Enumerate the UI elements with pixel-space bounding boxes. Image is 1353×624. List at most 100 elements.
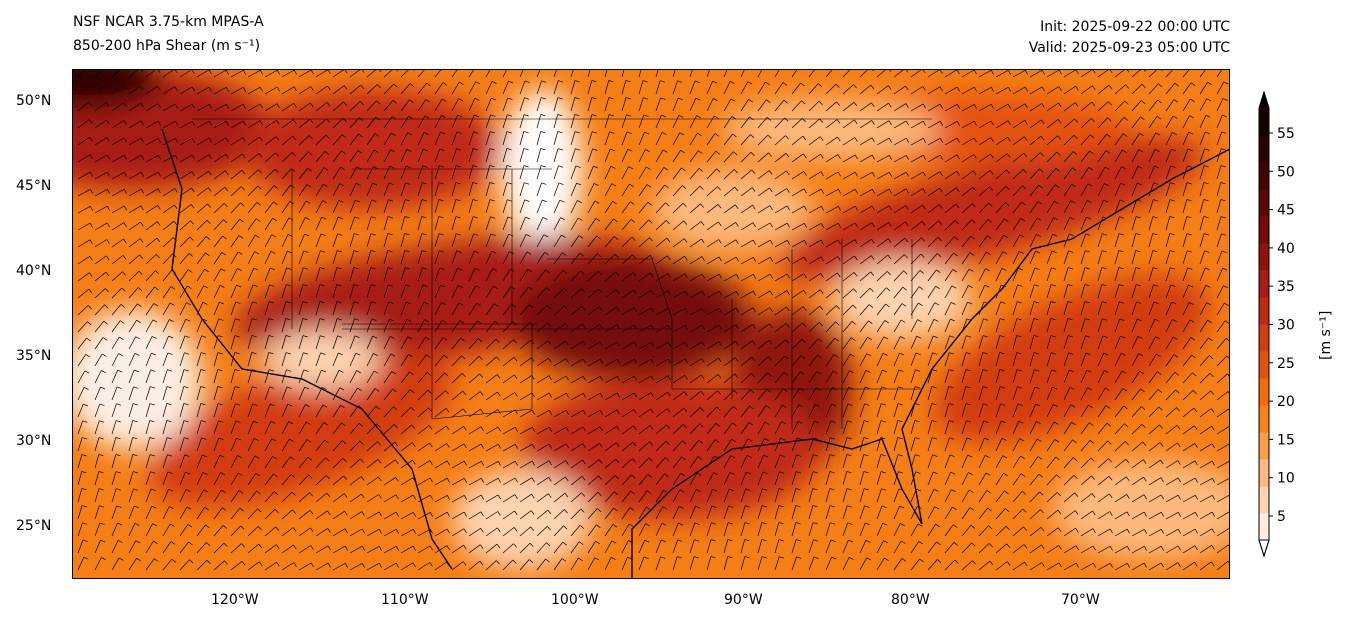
wind-barb: [485, 356, 500, 367]
wind-barb: [281, 562, 297, 571]
wind-barb: [264, 301, 274, 316]
wind-barb: [281, 352, 291, 367]
wind-barb: [944, 302, 956, 316]
wind-barb: [434, 443, 450, 452]
wind-barb: [247, 508, 262, 520]
wind-barb: [196, 489, 209, 503]
wind-barb: [451, 544, 467, 554]
wind-barb: [1199, 372, 1214, 384]
wind-barb: [94, 522, 105, 537]
wind-barb: [1165, 425, 1181, 435]
wind-barb: [1080, 318, 1090, 333]
wind-barb: [893, 454, 903, 469]
wind-barb: [961, 489, 974, 503]
wind-barb: [298, 69, 314, 78]
wind-barb: [1165, 250, 1175, 265]
wind-barb: [1148, 233, 1158, 248]
wind-barb: [451, 443, 467, 452]
wind-barb: [1029, 152, 1044, 163]
wind-barb: [77, 505, 87, 520]
wind-barb: [298, 527, 314, 537]
colorbar-label: [m s⁻¹]: [1318, 310, 1334, 360]
wind-barb: [553, 217, 566, 231]
wind-barb: [111, 353, 123, 367]
wind-barb: [1063, 85, 1079, 95]
wind-barb: [77, 83, 92, 95]
shear-map: [72, 69, 1230, 579]
wind-barb: [689, 238, 705, 248]
wind-barb: [910, 523, 923, 537]
wind-barb: [77, 539, 88, 554]
wind-barb: [740, 222, 756, 231]
wind-barb: [1114, 423, 1129, 435]
wind-barb: [893, 237, 909, 248]
wind-barb: [859, 255, 875, 265]
wind-barb: [740, 307, 756, 316]
wind-barb: [281, 184, 295, 197]
wind-barb: [536, 409, 553, 418]
lon-tick: 90°W: [724, 592, 763, 608]
wind-barb: [111, 488, 122, 503]
wind-barb: [94, 505, 105, 520]
wind-barb: [162, 369, 173, 384]
wind-barb: [672, 290, 688, 299]
wind-barb: [1063, 284, 1073, 299]
wind-barb: [502, 131, 512, 146]
wind-barb: [298, 118, 314, 129]
wind-barb: [961, 437, 972, 452]
wind-barb: [111, 154, 127, 163]
wind-barb: [196, 203, 212, 214]
colorbar-segment: [1259, 324, 1269, 352]
wind-barb: [570, 492, 585, 503]
wind-barb: [536, 526, 551, 537]
wind-barb: [1046, 135, 1061, 146]
wind-barb: [94, 353, 107, 367]
wind-barb: [927, 523, 940, 537]
wind-barb: [1131, 182, 1142, 197]
wind-barb: [825, 454, 835, 469]
wind-barb: [961, 560, 976, 571]
wind-barb: [1029, 217, 1042, 231]
wind-barb: [94, 205, 110, 214]
wind-barb: [723, 406, 738, 418]
wind-barb: [230, 301, 241, 316]
wind-barb: [808, 338, 823, 350]
wind-barb: [1097, 352, 1109, 367]
wind-barb: [1199, 319, 1212, 333]
wind-barb: [417, 115, 430, 129]
wind-barb: [485, 69, 491, 78]
wind-barb: [1148, 99, 1162, 112]
wind-barb: [128, 85, 144, 95]
wind-barb: [77, 272, 93, 282]
wind-barb: [842, 321, 856, 333]
wind-barb: [1012, 420, 1024, 435]
wind-barb: [400, 216, 410, 231]
wind-barb: [944, 506, 957, 520]
wind-barb: [876, 522, 888, 537]
wind-barb: [1114, 267, 1124, 282]
wind-barb: [1063, 216, 1075, 231]
wind-barb: [927, 541, 941, 554]
colorbar-segment: [1259, 162, 1269, 190]
wind-barb: [553, 287, 568, 299]
wind-barb: [519, 114, 529, 129]
wind-barb: [570, 217, 583, 231]
wind-barb: [315, 335, 326, 350]
wind-barb: [1148, 545, 1164, 554]
lon-tick: 120°W: [211, 592, 259, 608]
colorbar-tick-label: 15: [1277, 432, 1295, 448]
wind-barb: [213, 525, 228, 537]
wind-barbs: [77, 69, 1230, 571]
wind-barb: [740, 556, 750, 571]
wind-barb: [451, 561, 467, 571]
wind-barb: [468, 443, 484, 452]
wind-barb: [757, 522, 767, 537]
wind-barb: [281, 421, 294, 435]
wind-barb: [451, 69, 459, 78]
wind-barb: [1029, 456, 1043, 469]
wind-barb: [757, 388, 771, 401]
wind-barb: [1182, 82, 1196, 95]
wind-barb: [383, 336, 395, 350]
wind-barb: [995, 251, 1008, 265]
wind-barb: [230, 352, 240, 367]
